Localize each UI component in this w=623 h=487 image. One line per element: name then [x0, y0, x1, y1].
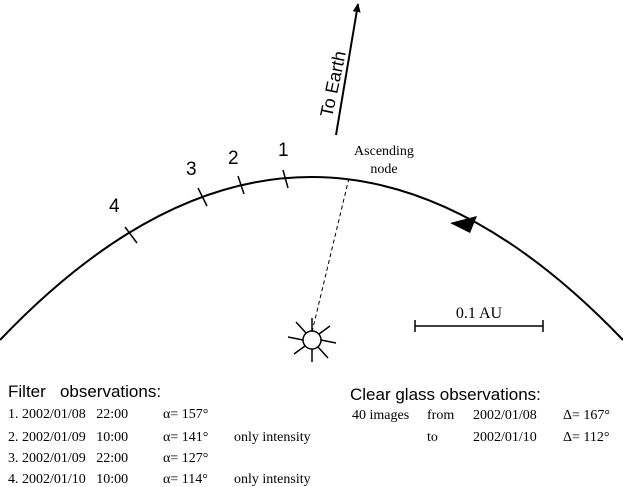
word: to	[427, 430, 438, 445]
orbit	[0, 176, 623, 341]
delta: Δ= 167°	[563, 408, 610, 423]
section-title: Clear glass observations:	[350, 385, 541, 404]
entry: 3. 2002/01/09 22:00	[8, 451, 128, 466]
alpha: α= 157°	[163, 407, 208, 422]
section-title: Filter observations:	[8, 382, 161, 401]
count: 40 images	[352, 408, 409, 423]
node-label: node	[370, 162, 397, 177]
sun	[287, 318, 337, 362]
alpha: α= 114°	[163, 472, 208, 487]
entry: 2. 2002/01/09 10:00	[8, 430, 128, 445]
date: 2002/01/08	[473, 408, 537, 423]
earth-arrow	[335, 3, 361, 136]
word: from	[427, 408, 454, 423]
scale-label: 0.1 AU	[456, 305, 503, 322]
tick-label: 4	[109, 196, 120, 217]
obs-tick	[237, 175, 245, 195]
date: 2002/01/10	[473, 430, 537, 445]
delta: Δ= 112°	[563, 430, 609, 445]
direction-arrow	[450, 216, 477, 233]
note: only intensity	[234, 430, 311, 445]
scale-bar	[414, 320, 544, 332]
node-label: Ascending	[354, 144, 414, 159]
obs-tick	[282, 169, 289, 189]
node-line	[311, 177, 350, 333]
entry: 4. 2002/01/10 10:00	[8, 472, 128, 487]
tick-label: 3	[186, 159, 197, 180]
entry: 1. 2002/01/08 22:00	[8, 407, 128, 422]
alpha: α= 127°	[163, 451, 208, 466]
alpha: α= 141°	[163, 430, 208, 445]
tick-label: 2	[228, 148, 239, 169]
obs-tick	[197, 187, 208, 207]
note: only intensity	[234, 472, 311, 487]
tick-label: 1	[278, 140, 289, 161]
obs-tick	[124, 226, 138, 244]
